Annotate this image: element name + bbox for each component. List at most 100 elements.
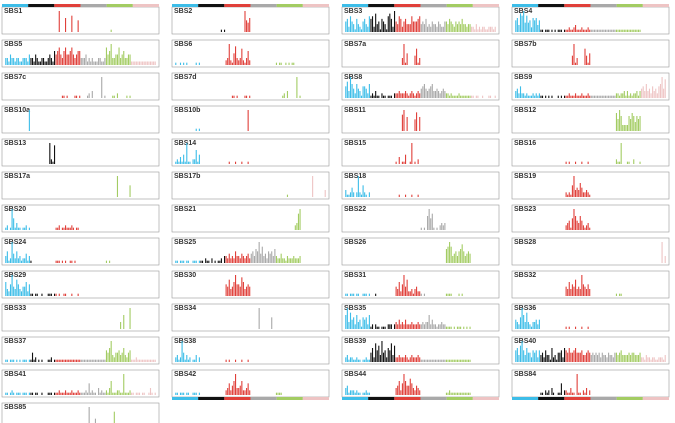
bar	[458, 293, 460, 296]
bar	[55, 227, 57, 230]
bar	[367, 324, 369, 329]
bar	[244, 11, 246, 32]
bar	[403, 374, 405, 395]
bar	[390, 95, 392, 98]
bar	[120, 355, 122, 362]
bar	[545, 95, 547, 98]
class-strip	[342, 4, 369, 7]
bar	[233, 282, 235, 296]
panel-frame	[1, 369, 160, 398]
class-strip	[368, 4, 395, 7]
bar	[57, 51, 59, 65]
bar	[587, 284, 589, 296]
bar	[615, 352, 618, 362]
bar	[91, 390, 93, 395]
bar	[546, 392, 548, 395]
bar	[445, 326, 448, 329]
panel-title: SBS32	[514, 272, 536, 279]
bar	[25, 359, 27, 362]
bar	[417, 18, 419, 32]
bar	[606, 29, 608, 32]
bar	[587, 27, 589, 32]
bar	[573, 209, 575, 230]
bar	[181, 161, 183, 164]
bar	[362, 317, 364, 329]
bar	[76, 227, 78, 230]
bar	[68, 392, 70, 395]
bar	[601, 95, 603, 98]
bar	[375, 293, 377, 296]
bar	[58, 47, 60, 65]
class-strip	[472, 4, 499, 7]
bar	[423, 24, 425, 32]
bar	[146, 61, 148, 65]
bar	[625, 355, 627, 362]
bar	[368, 315, 370, 329]
bar	[194, 159, 196, 164]
panel-title: SBS7a	[344, 41, 366, 48]
bar	[433, 324, 435, 329]
bar	[419, 58, 421, 65]
bar	[246, 95, 248, 98]
signature-panel: SBS85	[1, 402, 160, 423]
bar	[570, 194, 572, 197]
bar	[403, 161, 405, 164]
bar	[414, 390, 416, 395]
bar	[235, 359, 237, 362]
bar	[126, 95, 128, 98]
signature-panel: SBS3	[341, 4, 500, 35]
bar	[444, 359, 446, 362]
panel-title: SBS17a	[4, 173, 30, 180]
bar	[17, 284, 19, 296]
bar	[401, 26, 403, 32]
bar	[519, 13, 522, 33]
bar	[398, 381, 400, 395]
bar	[5, 359, 7, 362]
bar	[378, 326, 380, 329]
bar	[219, 260, 221, 263]
bar	[425, 359, 427, 362]
bar	[53, 392, 56, 395]
bar	[176, 159, 178, 164]
bar	[39, 61, 41, 65]
bar	[619, 110, 621, 131]
bar	[17, 227, 19, 230]
bar	[398, 355, 400, 362]
bar	[247, 359, 249, 362]
bar	[101, 77, 103, 98]
bar	[57, 260, 59, 263]
bar	[389, 350, 391, 362]
bar	[235, 374, 237, 395]
bar	[565, 286, 567, 296]
bar	[76, 359, 78, 362]
bar	[584, 192, 586, 197]
bar	[540, 392, 542, 395]
bar	[453, 392, 455, 395]
bar	[460, 359, 462, 362]
bar	[351, 319, 353, 329]
bar	[650, 359, 652, 362]
class-strip	[642, 4, 669, 7]
bar	[656, 359, 658, 362]
bar	[450, 293, 452, 296]
bar	[475, 24, 477, 32]
bar	[529, 20, 531, 32]
bar	[293, 62, 295, 65]
signature-panel: SBS10a	[1, 105, 160, 134]
bar	[293, 256, 295, 263]
bar	[460, 249, 462, 263]
bar	[19, 359, 21, 362]
bar	[290, 258, 292, 263]
bar	[364, 86, 366, 98]
bar	[395, 322, 397, 329]
bar	[412, 293, 414, 296]
bar	[242, 282, 244, 296]
bar	[417, 62, 419, 65]
bar	[447, 326, 449, 329]
bar	[586, 95, 588, 98]
bar	[112, 355, 114, 362]
bar	[101, 390, 103, 395]
bar	[463, 359, 465, 362]
bar	[576, 187, 578, 197]
bar	[420, 359, 422, 362]
